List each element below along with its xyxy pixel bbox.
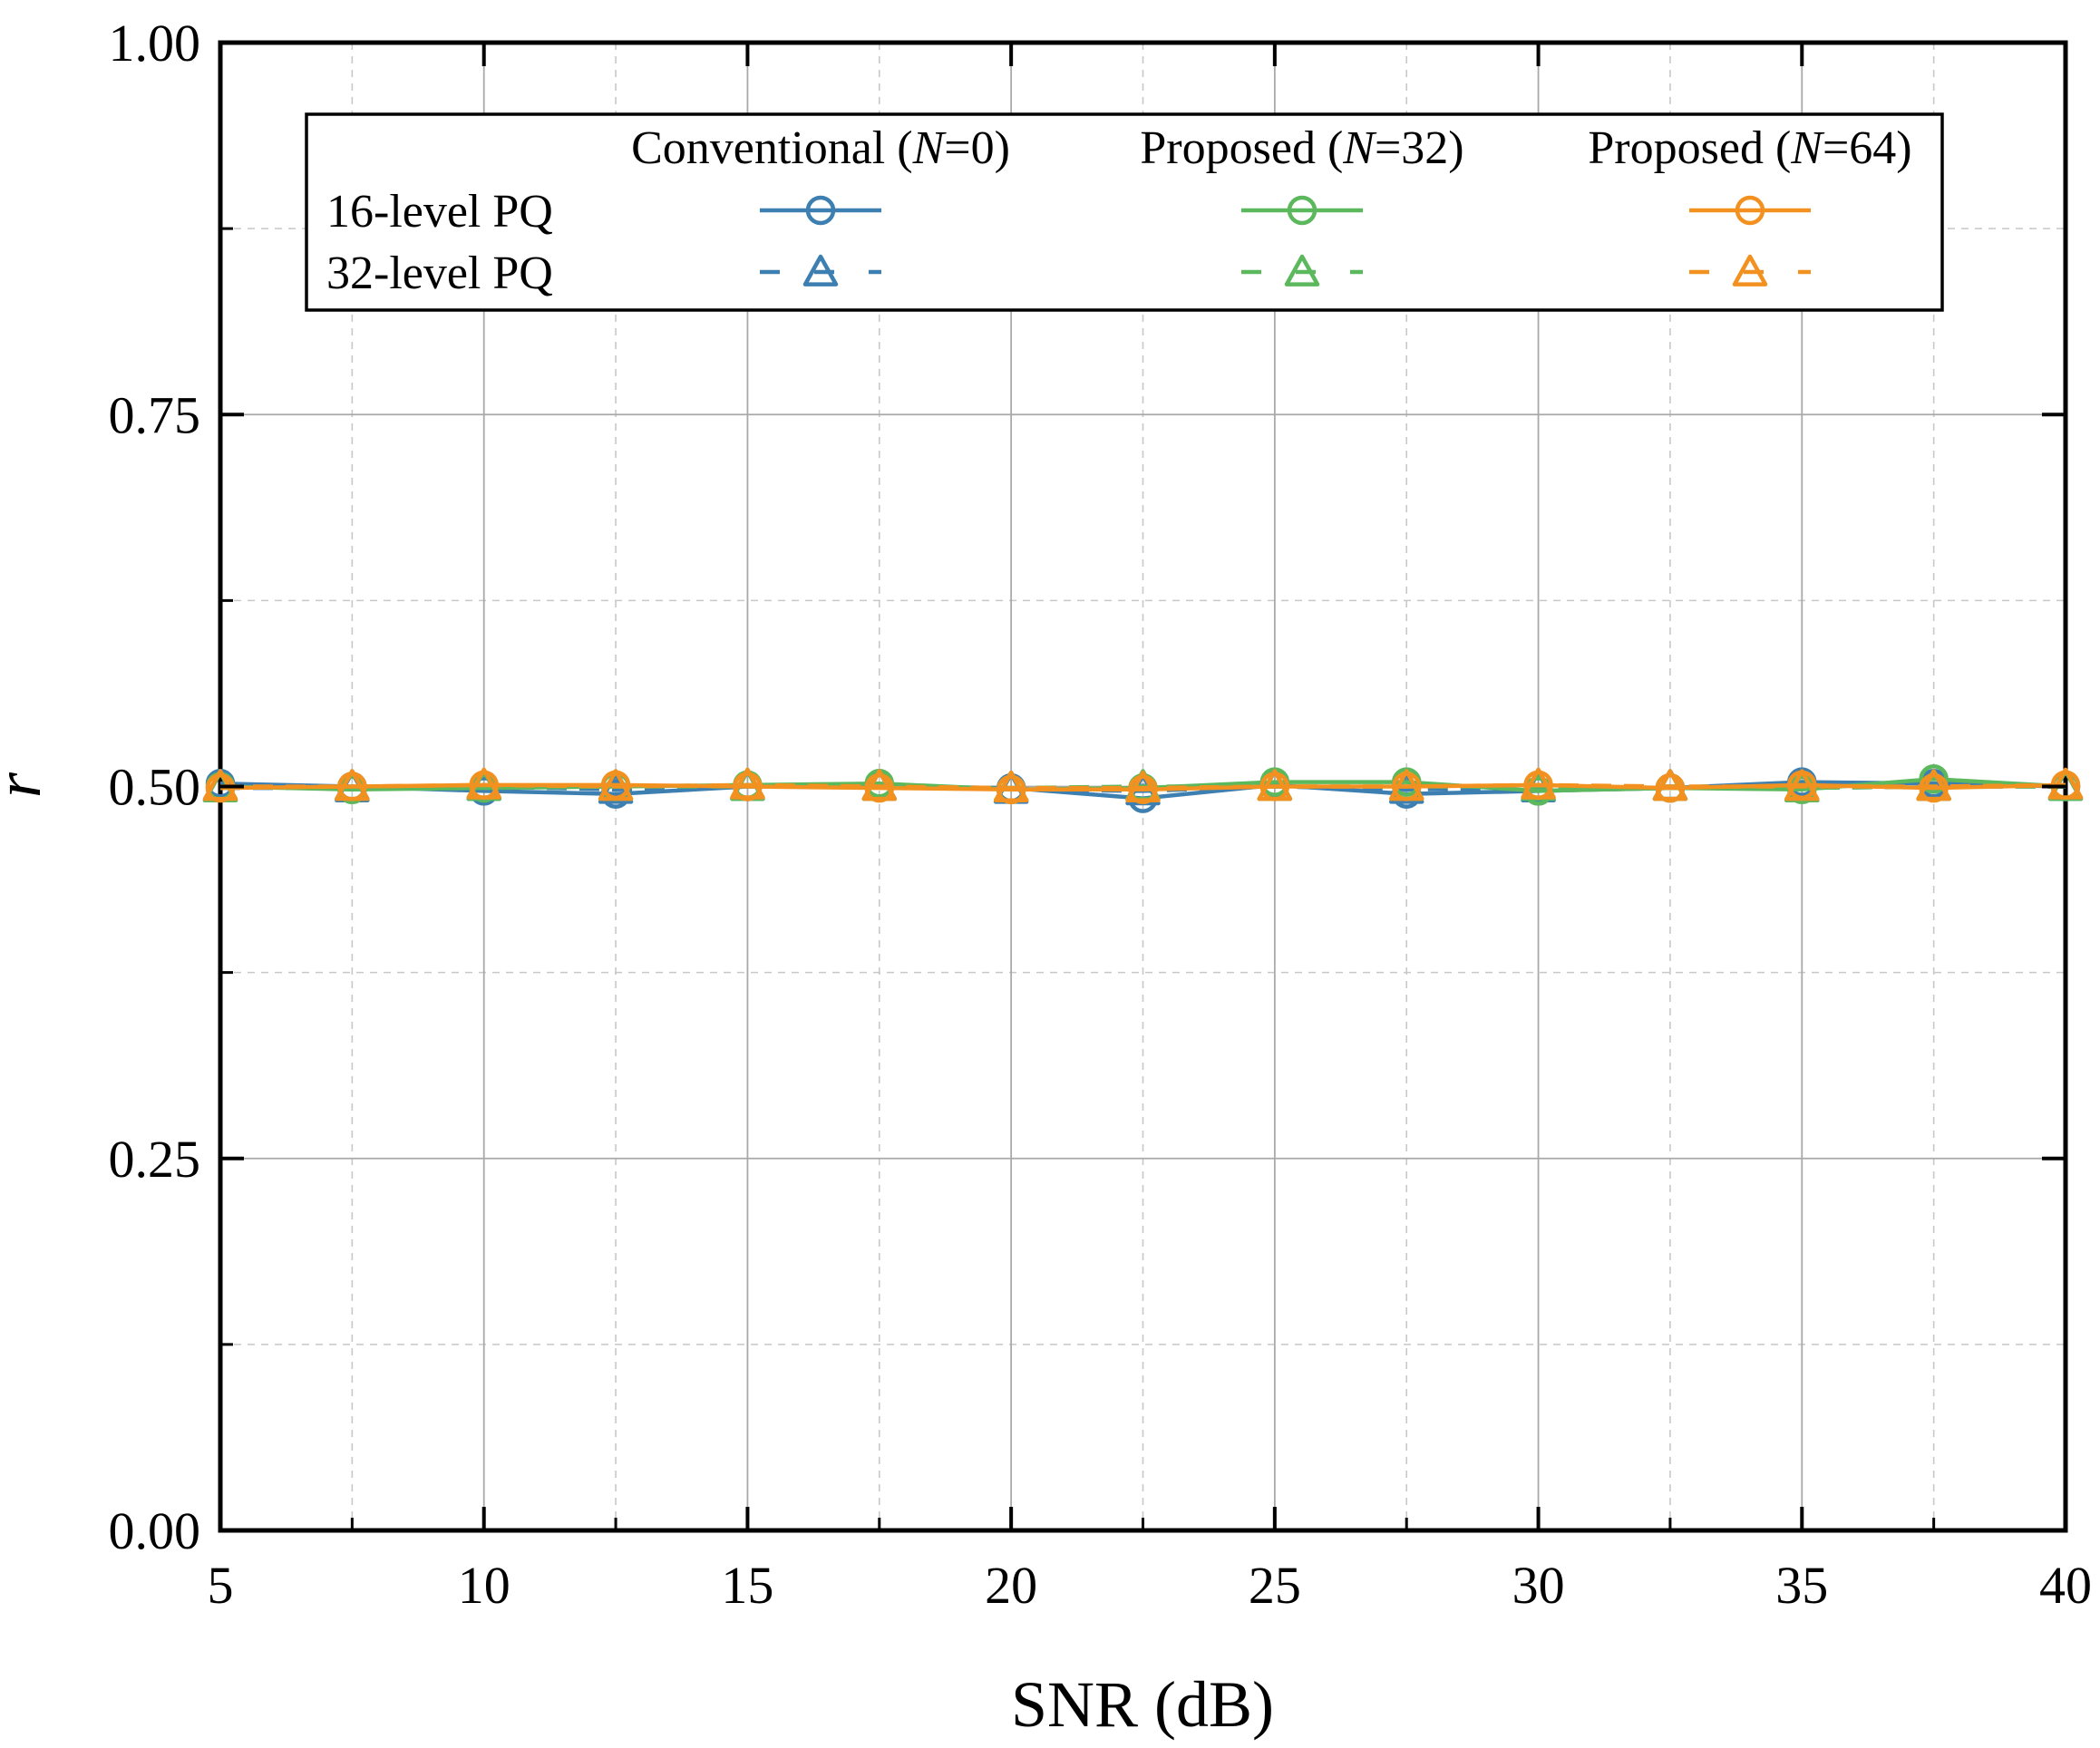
- x-tick-label: 30: [1512, 1556, 1565, 1615]
- x-tick-label: 5: [208, 1556, 234, 1615]
- tick-marks: 5 10 15 20 25 30 35 40 0.00 0.25 0.50 0.75 1.00: [109, 14, 2093, 1615]
- data-point: [1521, 767, 1556, 800]
- data-point: [730, 767, 765, 800]
- data-point: [993, 770, 1029, 802]
- y-tick-label: 0.00: [109, 1501, 201, 1560]
- y-tick-label: 0.25: [109, 1130, 201, 1189]
- data-point: [2047, 767, 2084, 800]
- data-point: [466, 767, 501, 800]
- y-tick-label: 0.75: [109, 385, 201, 444]
- legend-swatch-triangle: [1284, 254, 1320, 286]
- data-point: [335, 769, 370, 801]
- x-tick-label: 10: [458, 1556, 510, 1615]
- legend-swatch-circle: [1287, 195, 1317, 226]
- data-point: [861, 769, 898, 801]
- data-point: [1784, 769, 1820, 801]
- legend-row-label: 16-level PQ: [326, 186, 553, 238]
- data-point: [1388, 769, 1424, 801]
- data-point: [1257, 769, 1293, 801]
- x-tick-label: 35: [1775, 1556, 1828, 1615]
- series-5: [202, 767, 2084, 802]
- legend-box: [305, 112, 1944, 312]
- data-point: [1916, 769, 1951, 801]
- series-line: [220, 782, 2066, 791]
- data-point: [1652, 769, 1688, 801]
- legend-row-label: 32-level PQ: [326, 248, 553, 299]
- x-tick-label: 40: [2039, 1556, 2092, 1615]
- data-point: [1125, 770, 1161, 802]
- data-point: [1919, 764, 1949, 794]
- legend-swatch-triangle: [1732, 254, 1768, 286]
- legend-column-header: Conventional (N=0): [631, 122, 1010, 174]
- y-tick-label: 1.00: [109, 14, 201, 73]
- legend-swatch-circle: [1735, 195, 1765, 226]
- legend-swatch-circle: [805, 195, 836, 226]
- legend-column-header: Proposed (N=64): [1588, 122, 1911, 174]
- y-tick-label: 0.50: [109, 758, 201, 817]
- legend: Conventional (N=0) Proposed (N=32) Propose…: [305, 112, 1944, 312]
- legend-column-header: Proposed (N=32): [1140, 122, 1463, 174]
- data-point: [598, 769, 634, 801]
- y-axis-title: r: [0, 772, 54, 798]
- x-tick-label: 20: [985, 1556, 1037, 1615]
- legend-swatch-triangle: [802, 254, 839, 286]
- plot-series: [202, 764, 2084, 813]
- x-axis-title: SNR (dB): [1011, 1668, 1274, 1741]
- x-tick-label: 15: [721, 1556, 773, 1615]
- x-tick-label: 25: [1249, 1556, 1301, 1615]
